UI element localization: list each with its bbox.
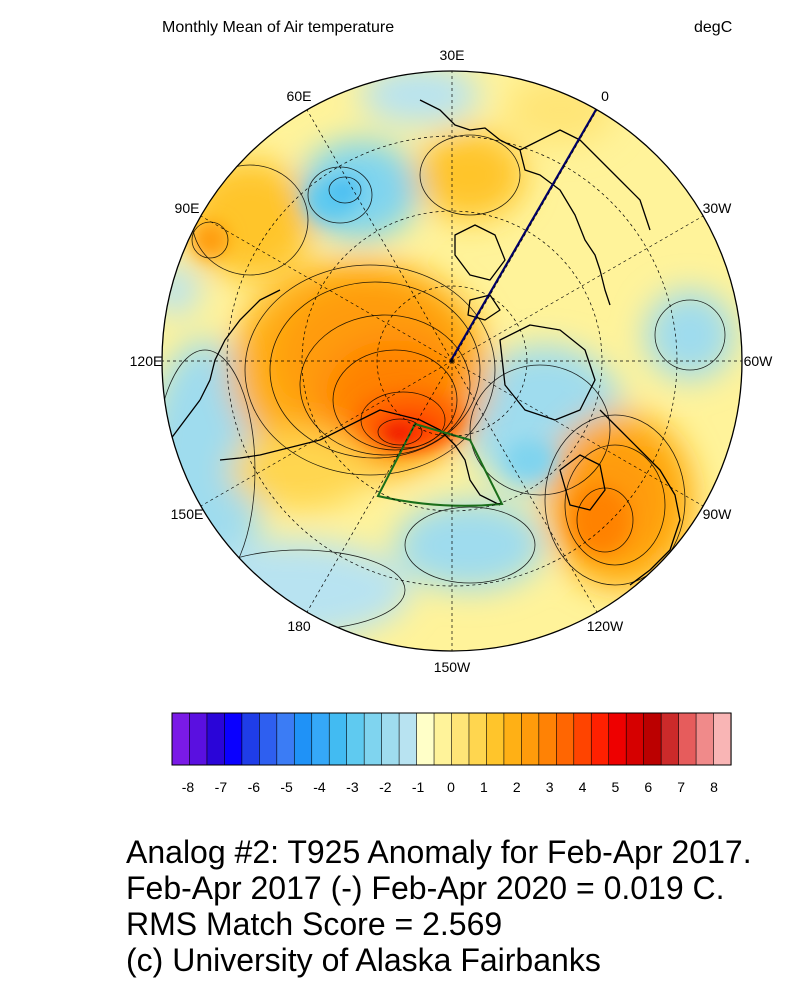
footer-line-1: Analog #2: T925 Anomaly for Feb-Apr 2017… [126,834,752,870]
colorbar-swatch-6 [276,712,295,766]
colorbar-swatch-9 [328,712,348,766]
colorbar-swatch-10 [346,712,365,766]
colorbar-swatch-25 [608,712,627,766]
highlighted-region-outline [376,422,504,507]
colorbar-swatch-20 [521,712,540,766]
longitude-label-11: 60E [287,88,312,104]
footer-text: Analog #2: T925 Anomaly for Feb-Apr 2017… [126,834,752,978]
colorbar-swatch-21 [538,712,557,766]
colorbar-swatch-16 [451,712,470,766]
longitude-label-10: 90E [175,200,200,216]
longitude-label-9: 120E [130,353,163,369]
temperature-anomaly-field [162,71,742,651]
colorbar-swatch-17 [468,712,488,766]
coastlines [169,99,681,586]
colorbar-label-12: 4 [579,779,587,795]
colorbar-label-4: -4 [313,779,326,795]
longitude-label-7: 180 [287,618,311,634]
header-title: Monthly Mean of Air temperature [162,19,395,36]
longitude-label-3: 60W [744,353,774,369]
colorbar-label-8: 0 [447,779,455,795]
colorbar-swatch-30 [695,712,715,766]
colorbar-label-1: -7 [215,779,228,795]
colorbar-label-15: 7 [677,779,685,795]
colorbar-swatch-5 [259,712,278,766]
longitude-labels: 30E 0 30W 60W 90W 120W 150W 180 150E 120E 90E 60E [130,47,774,675]
colorbar-swatch-28 [660,712,680,766]
map-border [161,70,743,652]
longitude-label-0: 30E [440,47,465,63]
colorbar-swatch-0 [171,712,191,766]
longitude-label-2: 30W [703,200,733,216]
longitude-label-1: 0 [601,88,609,104]
longitude-label-5: 120W [587,618,624,634]
colorbar-swatch-23 [573,712,592,766]
colorbar-label-10: 2 [513,779,521,795]
colorbar-swatch-18 [486,712,505,766]
graticule [162,71,742,651]
colorbar-swatch-19 [503,712,522,766]
colorbar-swatch-12 [381,712,400,766]
colorbar-swatch-11 [363,712,383,766]
longitude-label-4: 90W [703,506,733,522]
colorbar-swatch-29 [678,712,697,766]
colorbar-swatch-26 [625,712,645,766]
colorbar-label-3: -5 [280,779,293,795]
colorbar-swatch-4 [241,712,260,766]
colorbar-swatch-27 [643,712,662,766]
longitude-label-6: 150W [434,659,471,675]
colorbar-swatch-2 [206,712,226,766]
header-units: degC [694,19,733,36]
colorbar-label-5: -3 [346,779,359,795]
colorbar-label-13: 5 [612,779,620,795]
colorbar-swatch-1 [189,712,208,766]
colorbar-swatch-13 [398,712,418,766]
colorbar-label-7: -1 [412,779,425,795]
colorbar-swatch-14 [416,712,435,766]
footer-line-2: Feb-Apr 2017 (-) Feb-Apr 2020 = 0.019 C. [126,870,725,906]
colorbar-swatch-31 [713,712,732,766]
colorbar-swatch-22 [556,712,575,766]
colorbar-swatch-7 [293,712,313,766]
colorbar-label-9: 1 [480,779,488,795]
colorbar-swatch-3 [224,712,243,766]
colorbar-label-6: -2 [379,779,392,795]
colorbar-label-16: 8 [710,779,718,795]
footer-line-3: RMS Match Score = 2.569 [126,906,503,942]
colorbar-label-0: -8 [182,779,195,795]
longitude-label-8: 150E [171,506,204,522]
footer-line-4: (c) University of Alaska Fairbanks [126,942,601,978]
colorbar-label-2: -6 [248,779,261,795]
colorbar-label-14: 6 [644,779,652,795]
colorbar-label-11: 3 [546,779,554,795]
colorbar-swatch-15 [433,712,453,766]
meridian-line [449,107,598,363]
colorbar-swatch-8 [311,712,330,766]
colorbar-swatch-24 [590,712,610,766]
polar-map: 30E 0 30W 60W 90W 120W 150W 180 150E 120E 90E 60E [130,47,774,675]
colorbar: -8 -7 -6 -5 -4 -3 -2 -1 0 1 2 3 4 5 6 7 8 [171,712,732,795]
